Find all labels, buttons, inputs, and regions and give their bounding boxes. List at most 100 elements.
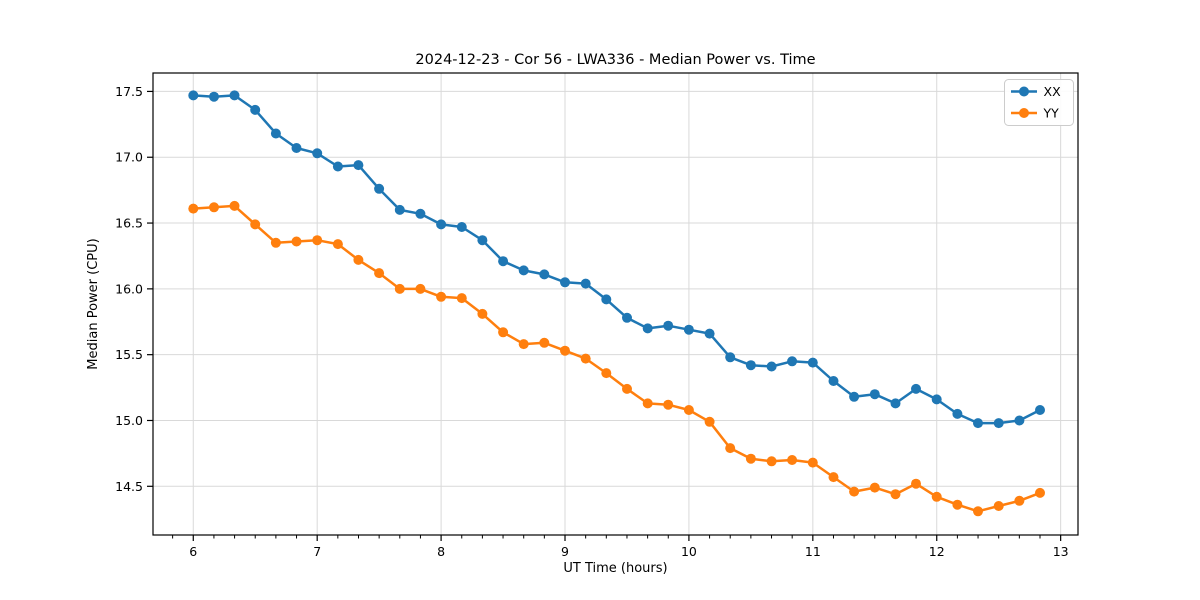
series-XX-marker	[456, 222, 467, 232]
series-YY-marker	[560, 345, 570, 356]
series-XX-marker	[539, 269, 550, 280]
series-XX-marker	[1014, 415, 1025, 426]
legend-box	[1004, 79, 1074, 126]
series-YY-marker	[209, 202, 219, 213]
y-tick-label-16.5: 16.5	[115, 216, 143, 231]
legend-marker-XX	[1019, 86, 1029, 97]
series-XX-marker	[332, 161, 343, 172]
series-YY-marker	[766, 456, 777, 467]
series-YY-marker	[890, 489, 901, 500]
series-XX-marker	[807, 357, 818, 368]
series-XX-marker	[312, 148, 323, 159]
series-XX-marker	[849, 391, 860, 402]
series-YY-marker	[477, 308, 488, 319]
series-XX-marker	[188, 90, 199, 101]
series-XX-marker	[683, 324, 694, 335]
y-tick-label-15: 15.0	[115, 413, 143, 428]
chart-title: 2024-12-23 - Cor 56 - LWA336 - Median Po…	[415, 52, 815, 68]
series-XX-marker	[911, 383, 921, 394]
series-XX-marker	[704, 328, 715, 339]
series-YY-marker	[725, 443, 736, 454]
series-YY-marker	[518, 339, 529, 350]
series-YY-marker	[394, 283, 405, 294]
series-YY-marker	[663, 399, 674, 410]
series-XX-marker	[828, 376, 839, 386]
series-layer	[188, 90, 1045, 517]
series-YY-marker	[456, 293, 467, 304]
series-YY-marker	[931, 491, 942, 502]
series-XX-marker	[787, 356, 798, 367]
series-YY-marker	[787, 455, 798, 465]
series-YY-marker	[580, 353, 591, 364]
series-XX-marker	[745, 360, 756, 371]
series-YY-marker	[498, 327, 509, 338]
y-tick-label-16: 16.0	[115, 281, 143, 296]
y-tick-label-15.5: 15.5	[115, 347, 143, 362]
y-tick-label-14.5: 14.5	[115, 479, 143, 494]
y-tick-label-17.5: 17.5	[115, 84, 143, 99]
legend-label-XX: XX	[1044, 84, 1062, 99]
series-YY-marker	[849, 486, 860, 497]
series-YY-marker	[250, 219, 261, 230]
series-XX-marker	[642, 323, 653, 334]
series-XX-marker	[518, 265, 529, 276]
series-YY-marker	[642, 398, 653, 409]
series-YY-marker	[911, 478, 921, 489]
series-XX-marker	[952, 408, 963, 419]
series-XX-marker	[560, 277, 570, 288]
series-YY-marker	[332, 239, 343, 250]
series-YY-marker	[807, 457, 818, 468]
series-YY-marker	[415, 283, 426, 294]
series-XX-marker	[229, 90, 240, 101]
series-YY-marker	[704, 416, 715, 427]
x-tick-label-9: 9	[561, 544, 569, 559]
grid-layer	[153, 73, 1078, 535]
series-XX-marker	[209, 91, 219, 102]
series-YY-marker	[952, 499, 963, 510]
x-tick-label-6: 6	[189, 544, 197, 559]
x-tick-label-10: 10	[681, 544, 697, 559]
legend-label-YY: YY	[1043, 106, 1060, 121]
x-tick-label-12: 12	[929, 544, 945, 559]
series-YY-marker	[353, 254, 364, 265]
series-YY-marker	[291, 236, 302, 247]
legend-marker-YY	[1019, 108, 1029, 118]
series-YY-marker	[869, 482, 880, 493]
series-XX-line	[192, 94, 1042, 425]
x-tick-label-7: 7	[313, 544, 321, 559]
series-XX-marker	[725, 352, 736, 363]
series-XX-marker	[291, 143, 302, 153]
series-YY-marker	[436, 291, 447, 302]
series-YY-marker	[539, 337, 550, 348]
series-YY-marker	[312, 235, 323, 246]
series-XX-marker	[270, 128, 281, 139]
x-tick-label-13: 13	[1053, 544, 1069, 559]
series-YY-marker	[973, 506, 983, 517]
x-axis-label: UT Time (hours)	[563, 561, 667, 576]
series-YY-marker	[270, 237, 281, 248]
series-XX-marker	[250, 104, 261, 115]
plot-border	[152, 72, 1079, 536]
x-tick-label-11: 11	[805, 544, 821, 559]
series-XX-marker	[601, 294, 612, 305]
y-tick-label-17: 17.0	[115, 150, 143, 165]
y-axis-label: Median Power (CPU)	[86, 238, 101, 369]
legend-layer: XX YY	[1004, 79, 1074, 126]
series-XX-marker	[477, 235, 488, 246]
series-XX-marker	[436, 219, 447, 230]
series-XX-marker	[1035, 405, 1045, 415]
series-XX-marker	[622, 312, 632, 323]
series-XX-marker	[580, 278, 591, 289]
series-XX-marker	[498, 256, 509, 267]
series-YY-marker	[1014, 495, 1025, 506]
series-YY-marker	[683, 405, 694, 415]
series-YY-marker	[188, 203, 199, 214]
series-YY-marker	[374, 268, 385, 279]
series-XX-marker	[394, 204, 405, 215]
series-XX-marker	[353, 160, 364, 171]
series-YY-line	[192, 204, 1042, 513]
series-XX-marker	[993, 418, 1004, 429]
series-XX-marker	[766, 361, 777, 372]
series-YY-marker	[993, 501, 1004, 511]
